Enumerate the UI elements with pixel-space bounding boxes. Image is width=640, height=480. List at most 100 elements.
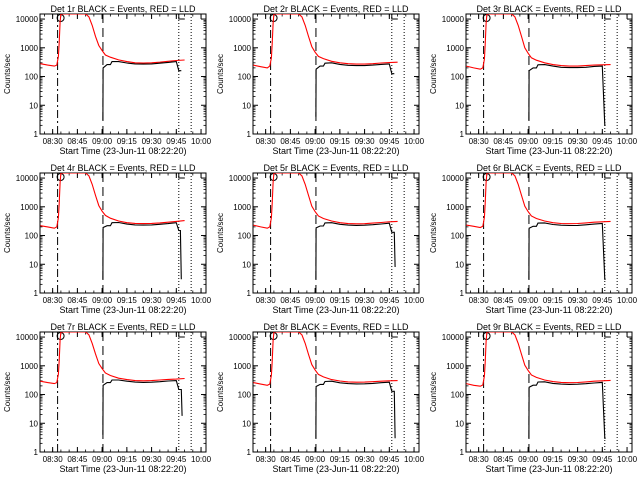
x-axis-label: Start Time (23-Jun-11 08:22:20) — [273, 464, 400, 474]
y-tick-label: 10000 — [229, 333, 252, 342]
x-tick-label: 09:30 — [355, 455, 376, 464]
lld-series-line — [40, 14, 185, 67]
y-tick-label: 1 — [34, 448, 39, 457]
x-axis-label: Start Time (23-Jun-11 08:22:20) — [486, 305, 613, 315]
plot-frame — [39, 13, 207, 135]
corner-marker-glyph — [391, 14, 398, 20]
corner-marker-glyph — [178, 332, 185, 338]
lld-series-line — [40, 332, 185, 385]
x-tick-label: 09:00 — [305, 455, 326, 464]
corner-marker-glyph — [604, 332, 611, 338]
y-tick-label: 10 — [455, 260, 464, 269]
x-tick-label: 10:00 — [617, 137, 638, 146]
x-tick-label: 08:45 — [280, 296, 301, 305]
x-tick-label: 09:45 — [592, 296, 613, 305]
x-tick-label: 08:45 — [67, 455, 88, 464]
plot-frame — [252, 13, 420, 135]
y-tick-label: 100 — [238, 232, 252, 241]
x-tick-label: 09:45 — [379, 296, 400, 305]
x-axis-label: Start Time (23-Jun-11 08:22:20) — [273, 146, 400, 156]
x-tick-label: 09:30 — [355, 137, 376, 146]
corner-marker-glyph — [604, 14, 611, 20]
y-tick-label: 10000 — [16, 174, 39, 183]
y-axis-label: Counts/sec — [216, 372, 225, 412]
y-tick-label: 1 — [460, 289, 465, 298]
x-tick-label: 09:30 — [568, 296, 589, 305]
x-tick-label: 08:30 — [469, 455, 490, 464]
y-tick-label: 10 — [242, 260, 251, 269]
y-axis-label: Counts/sec — [3, 213, 12, 253]
events-series-line — [528, 64, 606, 126]
y-tick-label: 1 — [247, 448, 252, 457]
lld-series-line — [253, 173, 398, 229]
y-tick-label: 1 — [247, 289, 252, 298]
x-tick-label: 08:45 — [493, 137, 514, 146]
corner-marker-glyph — [604, 173, 611, 179]
panel-title: Det 9r BLACK = Events, RED = LLD — [476, 322, 622, 332]
x-tick-label: 10:00 — [404, 296, 425, 305]
y-axis-label: Counts/sec — [3, 54, 12, 94]
y-tick-label: 1000 — [20, 203, 38, 212]
y-tick-label: 1000 — [20, 362, 38, 371]
detector-panel-1: Det 1r BLACK = Events, RED = LLD 1 10 100 10… — [3, 4, 212, 156]
y-tick-label: 10000 — [442, 333, 465, 342]
y-tick-label: 100 — [451, 232, 465, 241]
y-tick-label: 1 — [34, 289, 39, 298]
panel-title: Det 4r BLACK = Events, RED = LLD — [50, 163, 196, 173]
x-tick-label: 09:15 — [117, 455, 138, 464]
x-tick-label: 09:30 — [355, 296, 376, 305]
y-axis-label: Counts/sec — [216, 54, 225, 94]
x-tick-label: 08:45 — [280, 137, 301, 146]
x-tick-label: 09:45 — [592, 455, 613, 464]
detector-panel-6: Det 6r BLACK = Events, RED = LLD 1 10 100 10… — [429, 163, 638, 315]
events-series-line — [102, 61, 182, 121]
events-series-line — [528, 222, 606, 280]
x-tick-label: 09:00 — [92, 137, 113, 146]
corner-marker-glyph — [178, 14, 185, 20]
x-tick-label: 09:45 — [166, 137, 187, 146]
y-tick-label: 1000 — [20, 44, 38, 53]
x-axis-label: Start Time (23-Jun-11 08:22:20) — [486, 464, 613, 474]
y-tick-label: 10 — [29, 419, 38, 428]
detector-panel-8: Det 8r BLACK = Events, RED = LLD 1 10 100 10… — [216, 322, 425, 474]
plot-frame — [39, 331, 207, 453]
y-tick-label: 100 — [25, 391, 39, 400]
plot-frame — [465, 13, 633, 135]
x-tick-label: 10:00 — [191, 296, 212, 305]
x-tick-label: 09:00 — [92, 455, 113, 464]
x-tick-label: 09:45 — [379, 137, 400, 146]
y-tick-label: 100 — [451, 391, 465, 400]
y-tick-label: 1 — [34, 130, 39, 139]
y-tick-label: 1000 — [446, 203, 464, 212]
events-series-line — [102, 221, 182, 280]
x-axis-label: Start Time (23-Jun-11 08:22:20) — [486, 146, 613, 156]
x-tick-label: 09:00 — [518, 296, 539, 305]
y-axis-label: Counts/sec — [3, 372, 12, 412]
y-tick-label: 1000 — [233, 44, 251, 53]
x-tick-label: 08:30 — [256, 296, 277, 305]
x-axis-label: Start Time (23-Jun-11 08:22:20) — [273, 305, 400, 315]
events-series-line — [315, 62, 395, 117]
y-tick-label: 100 — [238, 391, 252, 400]
y-tick-label: 10 — [455, 101, 464, 110]
x-tick-label: 08:30 — [469, 137, 490, 146]
y-tick-label: 1000 — [446, 362, 464, 371]
panel-title: Det 1r BLACK = Events, RED = LLD — [50, 4, 196, 14]
x-tick-label: 10:00 — [404, 137, 425, 146]
panel-title: Det 6r BLACK = Events, RED = LLD — [476, 163, 622, 173]
plot-frame — [252, 172, 420, 294]
detector-panel-2: Det 2r BLACK = Events, RED = LLD 1 10 100 10… — [216, 4, 425, 156]
x-axis-label: Start Time (23-Jun-11 08:22:20) — [60, 146, 187, 156]
panel-title: Det 7r BLACK = Events, RED = LLD — [50, 322, 196, 332]
panel-title: Det 5r BLACK = Events, RED = LLD — [263, 163, 409, 173]
y-tick-label: 1000 — [233, 362, 251, 371]
x-tick-label: 09:15 — [543, 137, 564, 146]
x-tick-label: 09:00 — [305, 137, 326, 146]
corner-marker-glyph — [391, 332, 398, 338]
x-tick-label: 09:15 — [330, 137, 351, 146]
plot-frame — [252, 331, 420, 453]
y-tick-label: 10000 — [16, 15, 39, 24]
x-axis-label: Start Time (23-Jun-11 08:22:20) — [60, 464, 187, 474]
y-tick-label: 1000 — [233, 203, 251, 212]
x-tick-label: 09:15 — [117, 296, 138, 305]
